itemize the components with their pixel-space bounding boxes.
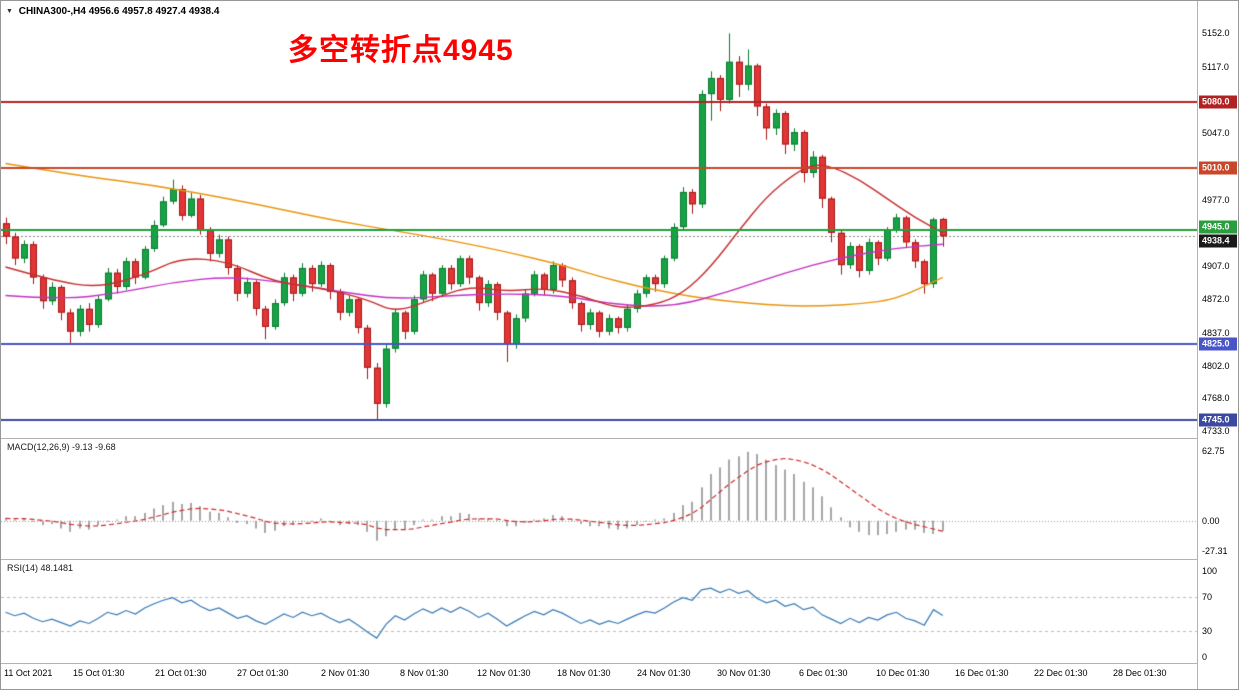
panel-resize-separator[interactable] <box>1 438 1238 439</box>
time-axis-label: 22 Dec 01:30 <box>1034 668 1088 678</box>
time-axis-separator <box>1 663 1238 664</box>
price-axis-tick: 4977.0 <box>1202 194 1230 205</box>
rsi-axis-tick: 100 <box>1202 566 1218 576</box>
macd-indicator-label: MACD(12,26,9) -9.13 -9.68 <box>7 442 116 452</box>
rsi-name: RSI(14) <box>7 563 39 573</box>
ohlc-values: 4956.6 4957.8 4927.4 4938.4 <box>88 6 220 17</box>
time-axis-label: 15 Oct 01:30 <box>73 668 125 678</box>
symbol-dropdown-icon[interactable]: ▼ <box>6 8 13 15</box>
price-axis-tick: 4872.0 <box>1202 294 1230 305</box>
rsi-value: 48.1481 <box>40 563 74 573</box>
price-axis-tick: 4768.0 <box>1202 393 1230 404</box>
macd-axis-tick: -27.31 <box>1202 546 1228 556</box>
price-level-badge: 4745.0 <box>1199 413 1237 427</box>
price-axis-tick: 5117.0 <box>1202 61 1229 72</box>
time-axis-label: 11 Oct 2021 <box>4 668 53 678</box>
price-level-badge: 4945.0 <box>1199 220 1237 234</box>
rsi-indicator-label: RSI(14) 48.1481 <box>7 563 73 573</box>
time-axis-label: 2 Nov 01:30 <box>321 668 370 678</box>
rsi-axis-tick: 70 <box>1202 591 1213 602</box>
macd-axis-tick: 0.00 <box>1202 515 1220 526</box>
macd-main-value: -9.13 <box>72 442 93 452</box>
symbol-timeframe-label: CHINA300-,H4 <box>18 6 86 17</box>
rsi-indicator-canvas[interactable] <box>1 560 1197 663</box>
time-axis-label: 10 Dec 01:30 <box>876 668 930 678</box>
panel-resize-separator[interactable] <box>1 559 1238 560</box>
price-level-badge: 4938.4 <box>1199 234 1237 248</box>
chart-title: ▼ CHINA300-,H4 4956.6 4957.8 4927.4 4938… <box>6 6 219 17</box>
price-axis[interactable]: 5152.0 5117.0 5080.0 5047.0 5010.0 4977.0 4945… <box>1197 1 1238 689</box>
time-axis-label: 18 Nov 01:30 <box>557 668 611 678</box>
time-axis[interactable]: 11 Oct 2021 15 Oct 01:30 21 Oct 01:30 27 Oc… <box>1 664 1197 689</box>
macd-indicator-canvas[interactable] <box>1 439 1197 559</box>
price-axis-tick: 4733.0 <box>1202 426 1230 437</box>
price-axis-tick: 4837.0 <box>1202 327 1230 338</box>
price-level-badge: 4825.0 <box>1199 337 1237 351</box>
time-axis-label: 16 Dec 01:30 <box>955 668 1009 678</box>
time-axis-label: 24 Nov 01:30 <box>637 668 691 678</box>
time-axis-label: 30 Nov 01:30 <box>717 668 771 678</box>
time-axis-label: 21 Oct 01:30 <box>155 668 207 678</box>
time-axis-label: 6 Dec 01:30 <box>799 668 848 678</box>
price-level-badge: 5080.0 <box>1199 95 1237 109</box>
time-axis-label: 28 Dec 01:30 <box>1113 668 1167 678</box>
rsi-axis-tick: 30 <box>1202 626 1213 637</box>
time-axis-label: 8 Nov 01:30 <box>400 668 449 678</box>
price-axis-tick: 5047.0 <box>1202 128 1230 139</box>
time-axis-label: 27 Oct 01:30 <box>237 668 289 678</box>
macd-signal-value: -9.68 <box>95 442 116 452</box>
macd-axis-tick: 62.75 <box>1202 446 1225 456</box>
price-level-badge: 5010.0 <box>1199 161 1237 175</box>
rsi-axis-tick: 0 <box>1202 652 1208 662</box>
price-axis-tick: 4802.0 <box>1202 360 1230 371</box>
candlestick-chart-canvas[interactable] <box>1 1 1197 438</box>
price-axis-tick: 4907.0 <box>1202 261 1230 272</box>
annotation-text-object[interactable]: 多空转折点4945 <box>288 34 514 67</box>
price-axis-tick: 5152.0 <box>1202 28 1230 39</box>
macd-name: MACD(12,26,9) <box>7 442 70 452</box>
time-axis-label: 12 Nov 01:30 <box>477 668 531 678</box>
